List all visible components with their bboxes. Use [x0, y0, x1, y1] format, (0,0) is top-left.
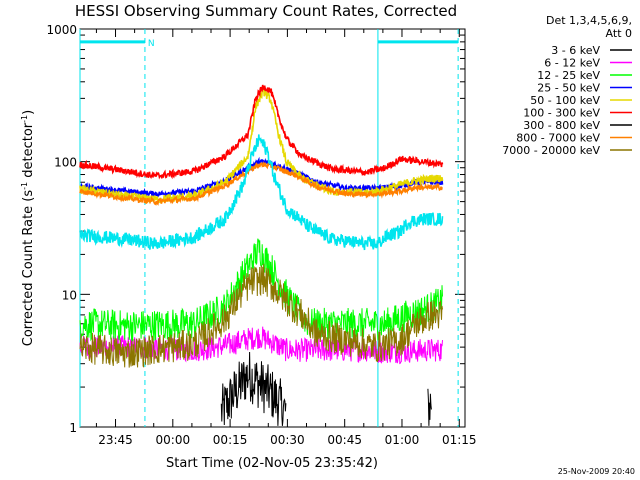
night-markers: N: [79, 29, 459, 427]
x-tick-label: 23:45: [98, 433, 133, 447]
x-tick-label: 01:15: [442, 433, 477, 447]
series-3-6-kev: [220, 351, 432, 426]
legend-label: 800 - 7000 keV: [516, 132, 600, 145]
y-tick-label: 100: [54, 156, 77, 170]
series-50-100-kev: [79, 86, 444, 204]
y-axis-label: Corrected Count Rate (s-1 detector-1): [20, 110, 36, 346]
y-tick-label: 1: [69, 421, 77, 435]
y-tick-label: 1000: [46, 23, 77, 37]
legend-header-line-1: Det 1,3,4,5,6,9,: [546, 14, 632, 27]
legend-label: 100 - 300 keV: [523, 107, 600, 120]
series-unlabelled: [79, 134, 444, 251]
chart-title: HESSI Observing Summary Count Rates, Cor…: [75, 2, 457, 20]
legend-label: 6 - 12 keV: [544, 57, 600, 70]
x-tick-label: 00:00: [156, 433, 191, 447]
series-line: [79, 84, 444, 180]
x-tick-label: 00:30: [270, 433, 305, 447]
series-line: [79, 86, 444, 204]
y-tick-label: 10: [62, 288, 77, 302]
series-7000-20000-kev: [79, 263, 443, 368]
x-axis-label: Start Time (02-Nov-05 23:35:42): [166, 456, 378, 471]
night-label: N: [148, 39, 155, 49]
x-tick-label: 00:45: [327, 433, 362, 447]
series-line: [79, 134, 444, 251]
legend-label: 50 - 100 keV: [530, 94, 600, 107]
legend-label: 7000 - 20000 keV: [502, 144, 600, 157]
legend-header-line-2: Att 0: [606, 27, 632, 40]
x-tick-label: 01:00: [385, 433, 420, 447]
data-series: [79, 84, 444, 426]
legend-label: 3 - 6 keV: [551, 44, 600, 57]
footer-timestamp: 25-Nov-2009 20:40: [558, 467, 635, 476]
legend-label: 300 - 800 keV: [523, 119, 600, 132]
legend-label: 25 - 50 keV: [537, 82, 600, 95]
series-line: [79, 263, 443, 368]
series-100-300-kev: [79, 84, 444, 180]
legend-label: 12 - 25 keV: [537, 69, 600, 82]
x-tick-label: 00:15: [213, 433, 248, 447]
series-line: [220, 351, 432, 426]
series-line: [79, 161, 443, 206]
series-800-7000-kev: [79, 161, 443, 206]
axes: 1 10 100 1000 23:45 00:00 00:15 00:30 00:45 01:00…: [46, 23, 476, 447]
